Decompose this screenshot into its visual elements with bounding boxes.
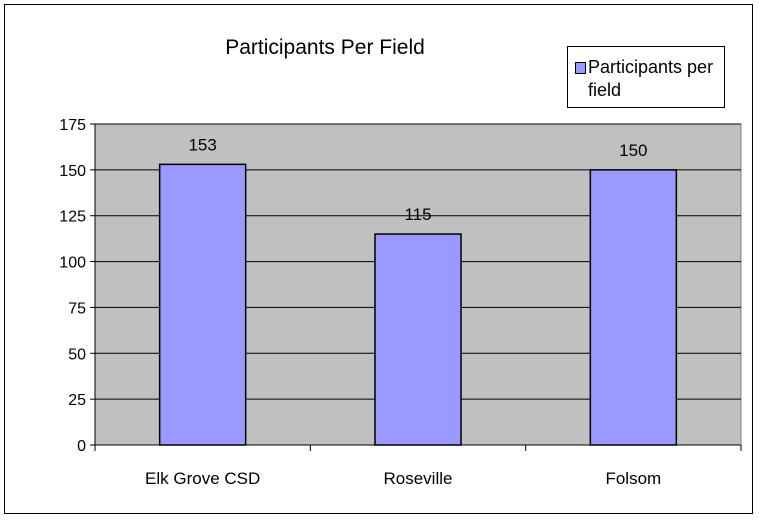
axes [90,123,742,451]
y-tick-label: 100 [59,255,86,272]
bar [589,169,678,446]
data-label: 115 [404,205,431,224]
y-tick-label: 0 [77,438,86,455]
data-label: 153 [188,135,216,154]
bars [158,163,678,446]
x-tick-label: Roseville [384,469,453,488]
labels: 0 25 50 75 100 125 150 175 153 Elk Grove CSD 115 Ro… [59,117,661,488]
legend: Participants per field [567,46,725,108]
y-tick-label: 50 [68,346,86,363]
y-tick-label: 150 [59,163,86,180]
data-label: 150 [619,141,647,160]
y-tick-label: 125 [59,209,86,226]
y-tick-label: 25 [68,392,86,409]
y-tick-label: 175 [59,117,86,134]
legend-swatch [575,62,586,74]
legend-label: Participants per field [588,57,714,100]
chart-title: Participants Per Field [225,36,425,59]
x-tick-label: Folsom [605,469,661,488]
x-tick-label: Elk Grove CSD [145,469,260,488]
bar [158,163,247,446]
y-tick-label: 75 [68,300,86,317]
bar [374,233,462,446]
